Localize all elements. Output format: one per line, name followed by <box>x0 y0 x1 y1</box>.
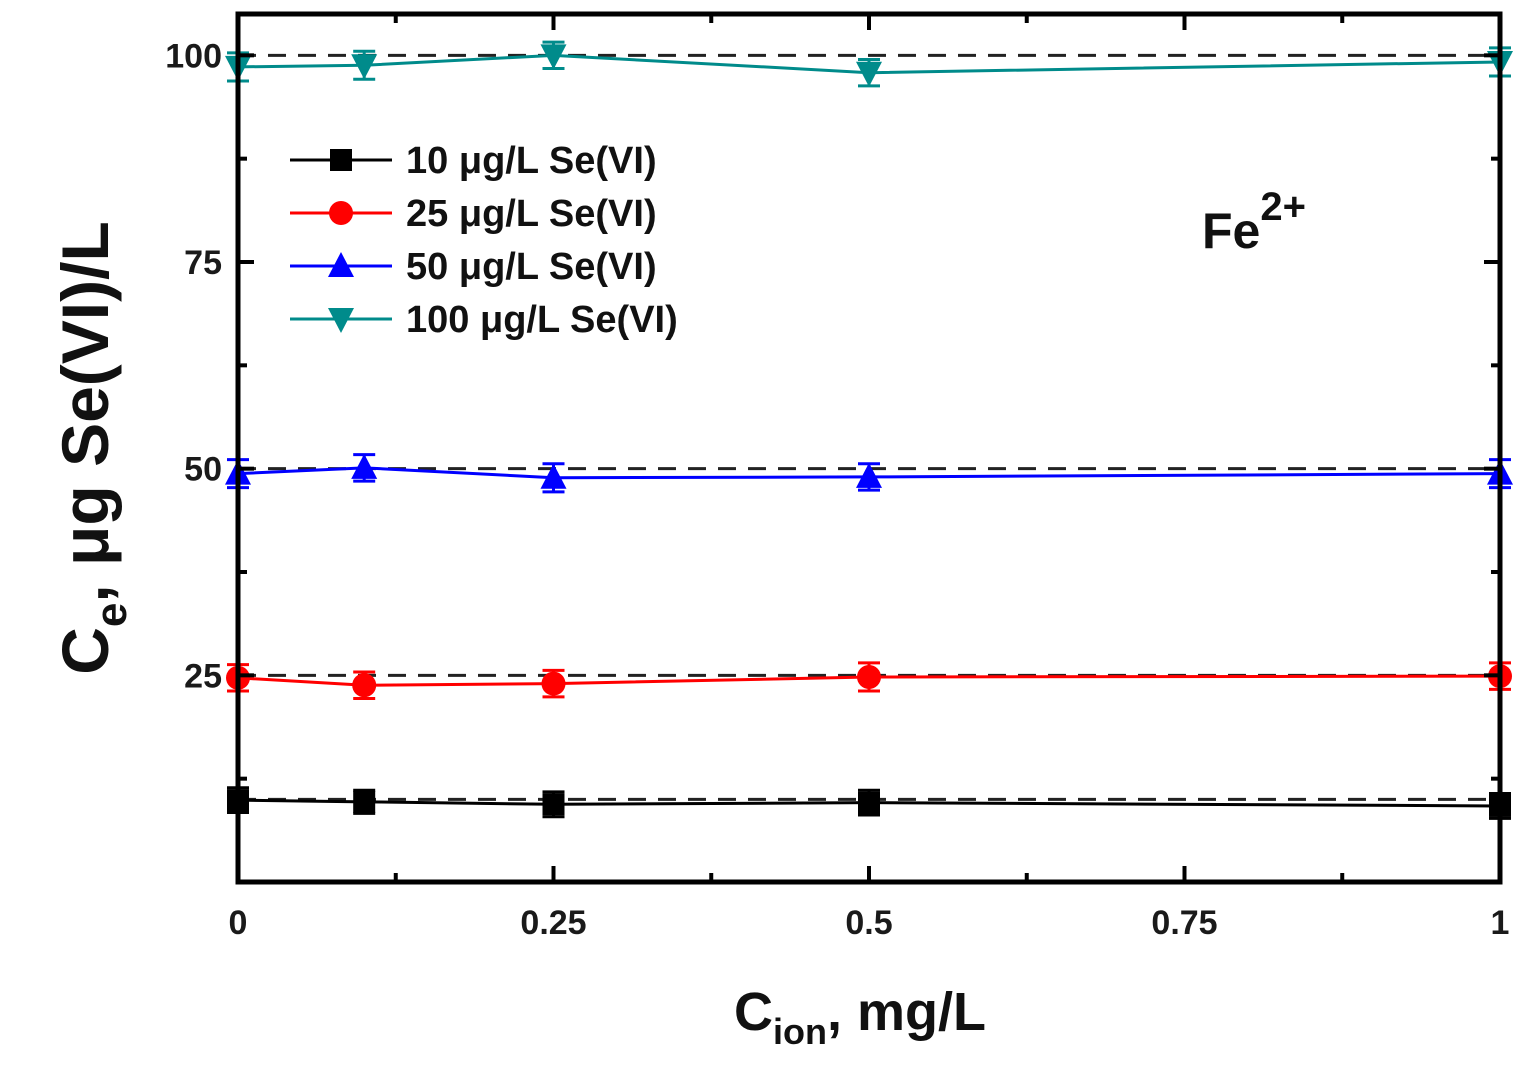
data-point <box>353 790 376 813</box>
legend-label: 10 μg/L Se(VI) <box>406 140 657 182</box>
data-point <box>858 791 880 814</box>
x-tick-label: 0 <box>229 904 248 942</box>
legend-marker <box>330 149 352 171</box>
legend-item: 50 μg/L Se(VI) <box>290 246 657 288</box>
data-point <box>856 462 882 488</box>
y-axis-title-rest: , μg Se(VI)/L <box>48 221 122 602</box>
data-point <box>857 664 881 689</box>
legend-item: 10 μg/L Se(VI) <box>290 140 657 182</box>
ticks-layer: 0 0.25 0.5 0.75 1 25 50 75 100 <box>165 14 1509 942</box>
y-axis-title-main: C <box>48 627 122 675</box>
y-tick-label: 25 <box>184 657 222 695</box>
series-2 <box>225 453 1513 494</box>
data-point <box>352 673 377 698</box>
legend-item: 100 μg/L Se(VI) <box>290 299 678 341</box>
series-layer <box>225 40 1513 820</box>
series-3 <box>225 40 1513 88</box>
x-axis-title-sub: ion <box>773 1011 827 1052</box>
data-point <box>351 453 378 479</box>
x-tick-label: 0.25 <box>520 904 586 942</box>
legend-label: 100 μg/L Se(VI) <box>406 299 678 341</box>
legend-label: 25 μg/L Se(VI) <box>406 193 657 235</box>
x-tick-label: 0.5 <box>845 904 892 942</box>
data-point <box>540 44 567 70</box>
data-point <box>856 61 882 87</box>
x-axis-title-main: C <box>734 982 773 1042</box>
x-tick-label: 0.75 <box>1151 904 1217 942</box>
legend-label: 50 μg/L Se(VI) <box>406 246 657 288</box>
legend-marker <box>329 201 353 225</box>
ion-annotation: Fe2+ <box>1202 185 1306 259</box>
series-1 <box>226 661 1512 700</box>
legend-item: 25 μg/L Se(VI) <box>290 193 657 235</box>
legend-marker <box>328 252 354 277</box>
y-axis-title-sub: e <box>87 603 136 627</box>
legend-marker <box>328 308 354 333</box>
ion-annotation-sup: 2+ <box>1260 185 1306 229</box>
x-axis-title: Cion, mg/L <box>734 982 986 1052</box>
legend: 10 μg/L Se(VI) 25 μg/L Se(VI) 50 μg/L Se(V… <box>290 140 678 341</box>
data-point <box>540 463 567 489</box>
data-point <box>351 54 378 80</box>
y-tick-label: 100 <box>165 37 222 75</box>
x-axis-title-rest: , mg/L <box>827 982 986 1042</box>
y-axis-title: Ce, μg Se(VI)/L <box>48 221 136 675</box>
y-tick-label: 75 <box>184 244 222 282</box>
ion-annotation-base: Fe <box>1202 203 1260 259</box>
x-tick-label: 1 <box>1491 904 1510 942</box>
series-0 <box>227 786 1511 820</box>
data-point <box>541 671 566 696</box>
data-point <box>542 793 565 816</box>
y-tick-label: 50 <box>184 451 222 489</box>
